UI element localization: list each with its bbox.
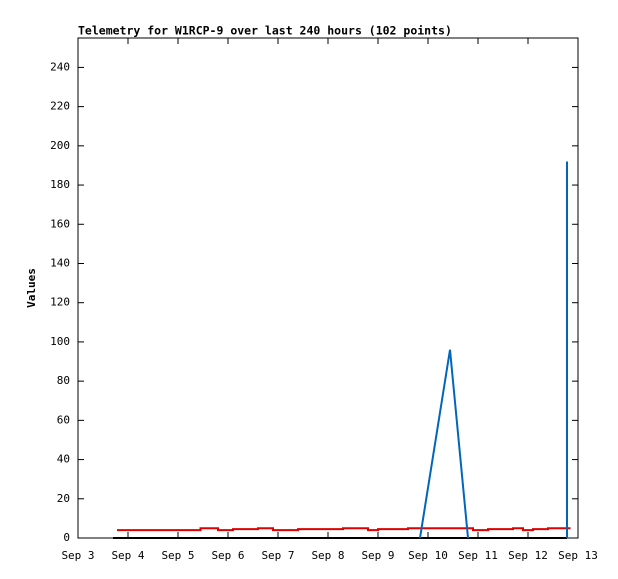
y-tick-label: 220 — [50, 100, 70, 113]
y-tick-label: 80 — [57, 374, 70, 387]
x-tick-label: Sep 7 — [261, 549, 294, 562]
y-tick-label: 200 — [50, 139, 70, 152]
y-tick-label: 20 — [57, 492, 70, 505]
x-tick-label: Sep 8 — [311, 549, 344, 562]
x-tick-label: Sep 12 — [508, 549, 548, 562]
y-tick-label: 140 — [50, 256, 70, 269]
y-tick-label: 120 — [50, 296, 70, 309]
series-line — [117, 527, 571, 532]
y-tick-label: 160 — [50, 217, 70, 230]
chart-title: Telemetry for W1RCP-9 over last 240 hour… — [78, 24, 452, 38]
x-tick-label: Sep 13 — [558, 549, 598, 562]
y-tick-label: 100 — [50, 335, 70, 348]
y-tick-label: 60 — [57, 413, 70, 426]
y-tick-label: 180 — [50, 178, 70, 191]
y-tick-label: 240 — [50, 60, 70, 73]
series-line — [419, 161, 568, 539]
y-tick-label: 0 — [63, 531, 70, 544]
x-tick-label: Sep 10 — [408, 549, 448, 562]
x-tick-label: Sep 11 — [458, 549, 498, 562]
x-tick-label: Sep 6 — [211, 549, 244, 562]
y-tick-label: 40 — [57, 453, 70, 466]
x-tick-label: Sep 5 — [161, 549, 194, 562]
x-tick-label: Sep 3 — [61, 549, 94, 562]
x-tick-label: Sep 9 — [361, 549, 394, 562]
x-tick-label: Sep 4 — [111, 549, 144, 562]
y-axis-label: Values — [25, 268, 38, 308]
